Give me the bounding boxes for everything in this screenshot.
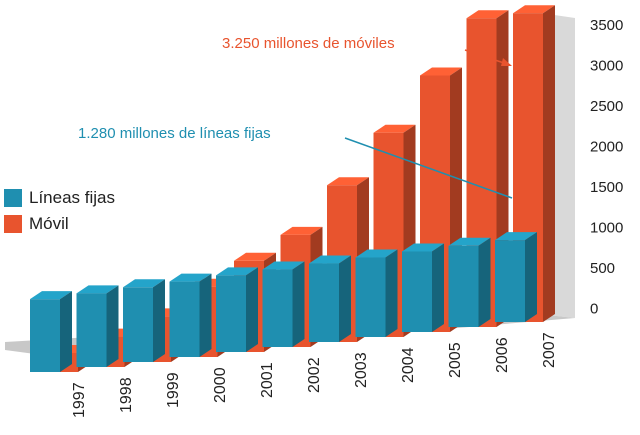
bar-fixed-2006-face xyxy=(448,245,479,327)
bar-fixed-1998 xyxy=(76,285,119,367)
bar-fixed-2002-side xyxy=(292,261,305,347)
bar-mobile-2005-top xyxy=(420,67,462,76)
y-tick-3500: 3500 xyxy=(590,17,623,34)
bar-fixed-2005-face xyxy=(402,251,432,332)
bar-mobile-2002-top xyxy=(280,226,323,235)
bar-fixed-2003-face xyxy=(309,263,339,342)
x-tick-1997: 1997 xyxy=(71,382,88,418)
y-tick-2500: 2500 xyxy=(590,98,623,115)
bar-fixed-2006 xyxy=(448,237,491,327)
legend-label-fixed: Líneas fijas xyxy=(29,188,115,207)
bar-fixed-1998-side xyxy=(106,285,119,367)
bar-fixed-2001-face xyxy=(216,275,246,352)
x-tick-2000: 2000 xyxy=(212,367,229,403)
bar-fixed-2002 xyxy=(262,261,305,347)
bar-fixed-2001 xyxy=(216,267,258,352)
annotation-fixed: 1.280 millones de líneas fijas xyxy=(78,125,271,142)
bar-fixed-1997 xyxy=(30,291,72,372)
y-tick-1000: 1000 xyxy=(590,220,623,237)
y-tick-3000: 3000 xyxy=(590,58,623,75)
bar-fixed-2007 xyxy=(495,232,537,322)
bar-mobile-2001-top xyxy=(234,252,276,261)
legend-item-fixed: Líneas fijas xyxy=(4,185,115,211)
bar-fixed-2000-side xyxy=(199,273,212,357)
bar-fixed-1999-side xyxy=(153,279,165,362)
bar-fixed-2003-side xyxy=(339,255,351,342)
bar-fixed-2004-face xyxy=(355,257,386,337)
y-tick-1500: 1500 xyxy=(590,179,623,196)
x-tick-2005: 2005 xyxy=(447,342,464,378)
leader-mobile-arrow xyxy=(501,58,512,66)
leader-fixed xyxy=(344,137,513,199)
bar-fixed-1997-face xyxy=(30,299,60,372)
x-axis-ticks: 1997 1998 1999 2000 2001 2002 2003 2004 2005 2006… xyxy=(71,332,558,418)
bars-group xyxy=(30,5,555,372)
bar-fixed-2000 xyxy=(169,273,212,357)
x-tick-2003: 2003 xyxy=(353,352,370,388)
bar-fixed-2000-top xyxy=(169,273,212,282)
y-axis-ticks: 3500 3000 2500 2000 1500 1000 500 0 xyxy=(590,17,623,318)
legend-swatch-fixed xyxy=(4,189,22,207)
x-tick-2002: 2002 xyxy=(306,357,323,393)
bar-fixed-2002-top xyxy=(262,261,305,270)
bar-fixed-2004-side xyxy=(385,249,398,337)
bar-fixed-1999-face xyxy=(123,287,153,362)
annotation-mobile: 3.250 millones de móviles xyxy=(222,35,395,52)
bar-fixed-2006-side xyxy=(478,237,491,327)
bar-fixed-2000-face xyxy=(169,281,200,357)
x-tick-2007: 2007 xyxy=(541,332,558,368)
bar-fixed-1999 xyxy=(123,279,165,362)
y-tick-500: 500 xyxy=(590,260,615,277)
x-tick-1999: 1999 xyxy=(165,372,182,408)
bar-fixed-1999-top xyxy=(123,279,165,288)
bar-mobile-2006-top xyxy=(466,10,509,19)
y-tick-0: 0 xyxy=(590,301,598,318)
legend-swatch-mobile xyxy=(4,215,22,233)
bar-fixed-2006-top xyxy=(448,237,491,246)
bar-fixed-1997-top xyxy=(30,291,72,300)
x-tick-1998: 1998 xyxy=(118,377,135,413)
bar-fixed-2003 xyxy=(309,255,351,342)
bar-mobile-2007-top xyxy=(513,5,555,14)
bar-fixed-2001-top xyxy=(216,267,258,276)
legend-item-mobile: Móvil xyxy=(4,211,115,237)
legend: Líneas fijas Móvil xyxy=(4,185,115,237)
bar-fixed-2005 xyxy=(402,243,444,332)
bar-fixed-1998-face xyxy=(76,293,107,367)
bar-mobile-2007-side xyxy=(543,5,555,322)
bar-fixed-2007-side xyxy=(525,232,537,322)
bar-fixed-2005-top xyxy=(402,243,444,252)
bar-fixed-2007-face xyxy=(495,240,525,322)
bar-mobile-2004-top xyxy=(373,124,416,133)
x-tick-2006: 2006 xyxy=(494,337,511,373)
bar-fixed-1997-side xyxy=(60,291,72,372)
bar-mobile-2005 xyxy=(420,67,462,332)
bar-fixed-2003-top xyxy=(309,255,351,264)
y-tick-2000: 2000 xyxy=(590,139,623,156)
bar-fixed-2005-side xyxy=(432,243,444,332)
bar-fixed-2004-top xyxy=(355,249,398,258)
bar-fixed-2002-face xyxy=(262,269,293,347)
x-tick-2004: 2004 xyxy=(400,347,417,383)
bar-fixed-2007-top xyxy=(495,232,537,241)
bar-fixed-2001-side xyxy=(246,267,258,352)
bar-fixed-2004 xyxy=(355,249,398,337)
x-tick-2001: 2001 xyxy=(259,362,276,398)
annotation-leaders xyxy=(344,49,513,199)
bar-fixed-1998-top xyxy=(76,285,119,294)
bar-mobile-2003-top xyxy=(327,177,369,186)
legend-label-mobile: Móvil xyxy=(29,214,69,233)
